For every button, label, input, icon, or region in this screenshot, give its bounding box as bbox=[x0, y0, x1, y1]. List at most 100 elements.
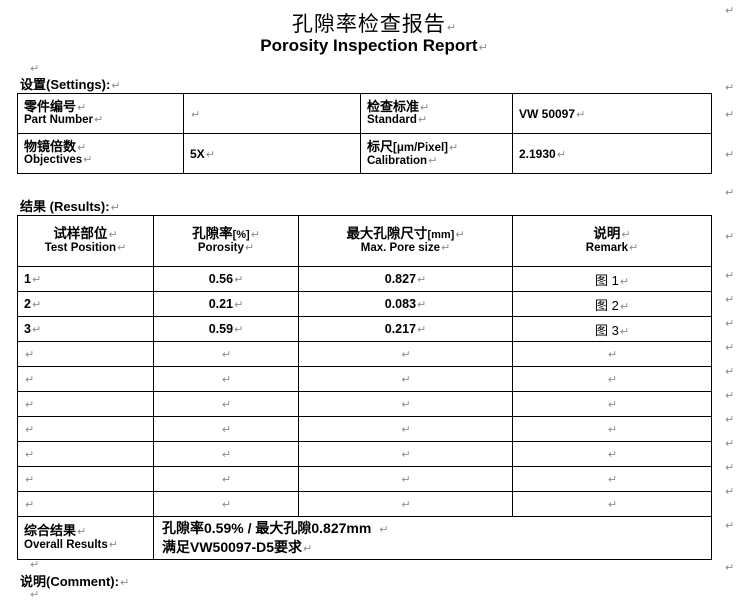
paragraph-mark: ↵ bbox=[108, 229, 118, 241]
settings-value-objectives[interactable]: 5X↵ bbox=[183, 133, 361, 174]
paragraph-mark: ↵ bbox=[725, 5, 735, 17]
cell-max-pore-size[interactable]: ↵ bbox=[298, 416, 513, 442]
paragraph-mark: ↵ bbox=[25, 349, 35, 361]
cell-remark[interactable]: ↵ bbox=[512, 416, 712, 442]
paragraph-mark: ↵ bbox=[77, 525, 87, 538]
paragraph-mark: ↵ bbox=[417, 299, 427, 311]
settings-value-calibration[interactable]: 2.1930↵ bbox=[512, 133, 712, 174]
cell-test-position[interactable]: ↵ bbox=[17, 341, 154, 367]
paragraph-mark: ↵ bbox=[108, 538, 118, 551]
cell-test-position[interactable]: ↵ bbox=[17, 491, 154, 517]
cell-remark[interactable]: 图 2↵ bbox=[512, 291, 712, 317]
cell-test-position[interactable]: ↵ bbox=[17, 391, 154, 417]
cell-max-pore-size[interactable]: ↵ bbox=[298, 366, 513, 392]
settings-value-part-number[interactable]: ↵ bbox=[183, 93, 361, 134]
table-row: ↵ ↵ ↵ ↵ bbox=[17, 416, 712, 442]
paragraph-mark: ↵ bbox=[25, 424, 35, 436]
cell-test-position[interactable]: ↵ bbox=[17, 416, 154, 442]
cell-test-position[interactable]: 2↵ bbox=[17, 291, 154, 317]
paragraph-mark: ↵ bbox=[725, 366, 735, 378]
paragraph-mark: ↵ bbox=[401, 349, 411, 361]
header-unit-text: [%] bbox=[232, 229, 250, 241]
cell-max-pore-size[interactable]: 0.217↵ bbox=[298, 316, 513, 342]
cell-max-pore-size[interactable]: ↵ bbox=[298, 341, 513, 367]
porosity-value: 0.21 bbox=[208, 297, 234, 311]
paragraph-mark: ↵ bbox=[725, 318, 735, 330]
cell-porosity[interactable]: ↵ bbox=[153, 441, 299, 467]
cell-porosity[interactable]: ↵ bbox=[153, 341, 299, 367]
header-en-text: Max. Pore size bbox=[360, 242, 441, 255]
paragraph-mark: ↵ bbox=[31, 299, 42, 311]
paragraph-mark: ↵ bbox=[725, 270, 735, 282]
settings-table: 零件编号↵ Part Number↵ ↵ 检查标准↵ Standard↵ VW … bbox=[17, 93, 712, 174]
paragraph-mark: ↵ bbox=[401, 449, 411, 461]
settings-section-heading: 设置(Settings):↵ bbox=[20, 74, 121, 93]
header-zh-text: 孔隙率 bbox=[192, 226, 233, 241]
cell-porosity[interactable]: ↵ bbox=[153, 466, 299, 492]
label-zh-text: 检查标准 bbox=[367, 98, 420, 114]
cell-remark[interactable]: ↵ bbox=[512, 391, 712, 417]
paragraph-mark: ↵ bbox=[725, 390, 735, 402]
cell-porosity[interactable]: ↵ bbox=[153, 366, 299, 392]
paragraph-mark: ↵ bbox=[30, 559, 40, 571]
paragraph-mark: ↵ bbox=[607, 399, 618, 411]
cell-test-position[interactable]: 3↵ bbox=[17, 316, 154, 342]
cell-porosity[interactable]: 0.21↵ bbox=[153, 291, 299, 317]
cell-porosity[interactable]: 0.59↵ bbox=[153, 316, 299, 342]
paragraph-mark: ↵ bbox=[607, 349, 618, 361]
cell-porosity[interactable]: ↵ bbox=[153, 416, 299, 442]
cell-remark[interactable]: 图 3↵ bbox=[512, 316, 712, 342]
paragraph-mark: ↵ bbox=[234, 324, 244, 336]
cell-porosity[interactable]: ↵ bbox=[153, 391, 299, 417]
cell-remark[interactable]: ↵ bbox=[512, 366, 712, 392]
paragraph-mark: ↵ bbox=[221, 399, 232, 411]
paragraph-mark: ↵ bbox=[205, 148, 215, 161]
cell-test-position[interactable]: ↵ bbox=[17, 441, 154, 467]
page-title-chinese: 孔隙率检查报告↵ bbox=[0, 8, 748, 38]
table-row: ↵ ↵ ↵ ↵ bbox=[17, 366, 712, 392]
paragraph-mark: ↵ bbox=[119, 577, 130, 589]
paragraph-mark: ↵ bbox=[725, 486, 735, 498]
table-row: 3↵ 0.59↵ 0.217↵ 图 3↵ bbox=[17, 316, 712, 342]
paragraph-mark: ↵ bbox=[478, 42, 488, 54]
cell-max-pore-size[interactable]: 0.083↵ bbox=[298, 291, 513, 317]
cell-remark[interactable]: ↵ bbox=[512, 441, 712, 467]
settings-value-standard[interactable]: VW 50097↵ bbox=[512, 93, 712, 134]
paragraph-mark: ↵ bbox=[77, 141, 87, 154]
remark-value: 图 2 bbox=[594, 297, 619, 313]
cell-max-pore-size[interactable]: ↵ bbox=[298, 491, 513, 517]
cell-test-position[interactable]: ↵ bbox=[17, 466, 154, 492]
cell-max-pore-size[interactable]: ↵ bbox=[298, 466, 513, 492]
header-unit-text: [mm] bbox=[427, 229, 455, 241]
cell-porosity[interactable]: 0.56↵ bbox=[153, 266, 299, 292]
cell-test-position[interactable]: 1↵ bbox=[17, 266, 154, 292]
settings-label-calibration: 标尺[μm/Pixel]↵ Calibration↵ bbox=[360, 133, 513, 174]
paragraph-mark: ↵ bbox=[576, 108, 586, 121]
remark-value: 图 1 bbox=[594, 272, 619, 288]
paragraph-mark: ↵ bbox=[621, 229, 631, 241]
paragraph-mark: ↵ bbox=[234, 274, 244, 286]
cell-remark[interactable]: ↵ bbox=[512, 341, 712, 367]
cell-porosity[interactable]: ↵ bbox=[153, 491, 299, 517]
cell-max-pore-size[interactable]: ↵ bbox=[298, 441, 513, 467]
cell-max-pore-size[interactable]: 0.827↵ bbox=[298, 266, 513, 292]
cell-test-position[interactable]: ↵ bbox=[17, 366, 154, 392]
page-title-english: Porosity Inspection Report↵ bbox=[0, 36, 748, 56]
cell-remark[interactable]: ↵ bbox=[512, 491, 712, 517]
overall-results-row: 综合结果↵ Overall Results↵ 孔隙率0.59% / 最大孔隙0.… bbox=[17, 516, 712, 560]
paragraph-mark: ↵ bbox=[607, 499, 618, 511]
page-title-english-text: Porosity Inspection Report bbox=[260, 36, 478, 55]
overall-results-value[interactable]: 孔隙率0.59% / 最大孔隙0.827mm ↵ 满足VW50097-D5要求↵ bbox=[153, 516, 712, 560]
paragraph-mark: ↵ bbox=[83, 154, 93, 167]
table-row: 零件编号↵ Part Number↵ ↵ 检查标准↵ Standard↵ VW … bbox=[17, 93, 712, 134]
cell-remark[interactable]: 图 1↵ bbox=[512, 266, 712, 292]
label-zh-text: 零件编号 bbox=[24, 98, 77, 114]
overall-summary-line1: 孔隙率0.59% / 最大孔隙0.827mm bbox=[162, 520, 372, 537]
paragraph-mark: ↵ bbox=[25, 399, 35, 411]
paragraph-mark: ↵ bbox=[221, 424, 232, 436]
cell-max-pore-size[interactable]: ↵ bbox=[298, 391, 513, 417]
results-section-heading: 结果 (Results):↵ bbox=[20, 196, 120, 215]
test-position-value: 1 bbox=[24, 272, 31, 286]
paragraph-mark: ↵ bbox=[725, 294, 735, 306]
cell-remark[interactable]: ↵ bbox=[512, 466, 712, 492]
